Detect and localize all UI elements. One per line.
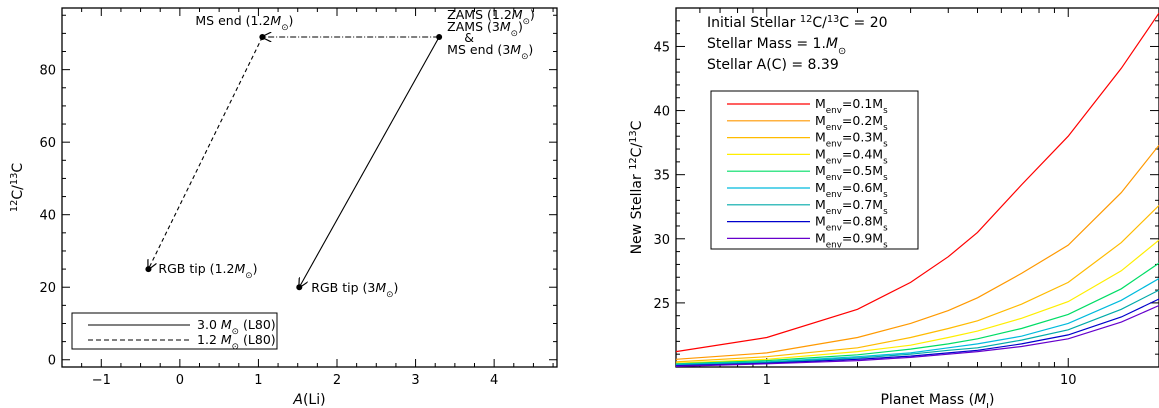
series-3msun-line [299,36,440,287]
legend-label: Menv=0.1Ms [815,96,888,116]
series-line-3 [675,204,1159,363]
legend-label: Menv=0.6Ms [815,180,888,200]
legend-label: Menv=0.3Ms [815,130,888,150]
series-line-8 [675,298,1159,367]
header-line: Stellar A(C) = 8.39 [707,57,839,73]
track-point [145,266,152,273]
left-x-axis-title: A(Li) [292,392,325,408]
left-plot-frame [61,7,558,368]
legend-label: Menv=0.5Ms [815,163,888,183]
annotation-label: MS end (1.2M⊙) [195,13,293,33]
left-y-tick-label: 20 [39,281,56,296]
left-legend-box [71,312,278,350]
left-y-tick-label: 60 [39,136,56,151]
legend-label: Menv=0.4Ms [815,146,888,166]
left-y-tick-label: 80 [39,64,56,79]
series-line-7 [675,289,1159,366]
legend-label: 3.0 M⊙ (L80) [197,317,276,337]
left-x-tick-label: 2 [333,373,341,388]
header-line: Initial Stellar 12C/13C = 20 [707,14,888,32]
left-x-tick-label: 0 [176,373,184,388]
legend-label: Menv=0.9Ms [815,230,888,250]
right-legend-box [710,90,919,250]
legend-label: Menv=0.2Ms [815,113,888,133]
left-y-tick-label: 40 [39,209,56,224]
series-1.2msun-segment-2 [148,36,263,269]
annotation-label: & [464,30,474,45]
right-chart: 1 10 25 30 35 40 45 Planet Mass (MJ) New Stellar… [628,7,1159,408]
right-y-tick-label: 45 [653,40,670,55]
series-line-2 [675,144,1159,360]
right-y-axis-title: New Stellar 12C/13C [628,120,646,254]
left-x-tick-label: −1 [92,373,111,388]
left-x-tick-label: 3 [411,373,419,388]
legend-label: Menv=0.8Ms [815,214,888,234]
legend-label: Menv=0.7Ms [815,197,888,217]
right-x-tick-label: 1 [763,373,771,388]
annotation-label: ZAMS (1.2M⊙) [447,7,535,27]
series-line-9 [675,304,1159,367]
annotation-label: RGB tip (3M⊙) [311,280,398,300]
right-legend: Menv=0.1MsMenv=0.2MsMenv=0.3MsMenv=0.4Ms… [710,90,919,250]
track-point [259,34,266,41]
series-line-6 [675,277,1159,365]
right-x-axis-title: Planet Mass (MJ) [880,392,994,408]
series-line-4 [675,239,1159,364]
series-line-1 [675,12,1159,353]
annotation-label: ZAMS (3M⊙) [447,19,523,39]
right-y-tick-label: 40 [653,105,670,120]
track-point [296,284,303,291]
right-x-tick-label: 10 [1060,373,1077,388]
left-x-tick-label: 1 [254,373,262,388]
right-y-tick-label: 35 [653,169,670,184]
right-y-tick-label: 25 [653,297,670,312]
left-y-tick-label: 0 [48,354,56,369]
header-line: Stellar Mass = 1.M⊙ [707,36,846,57]
track-point [436,34,443,41]
left-x-tick-label: 4 [490,373,498,388]
series-line-5 [675,262,1159,365]
left-legend: 3.0 M⊙ (L80)1.2 M⊙ (L80) [71,312,278,352]
annotation-label: RGB tip (1.2M⊙) [158,261,257,281]
right-y-tick-label: 30 [653,233,670,248]
annotation-label: MS end (3M⊙) [447,42,533,62]
legend-label: 1.2 M⊙ (L80) [197,332,276,352]
left-y-axis-title: 12C/13C [9,163,27,212]
